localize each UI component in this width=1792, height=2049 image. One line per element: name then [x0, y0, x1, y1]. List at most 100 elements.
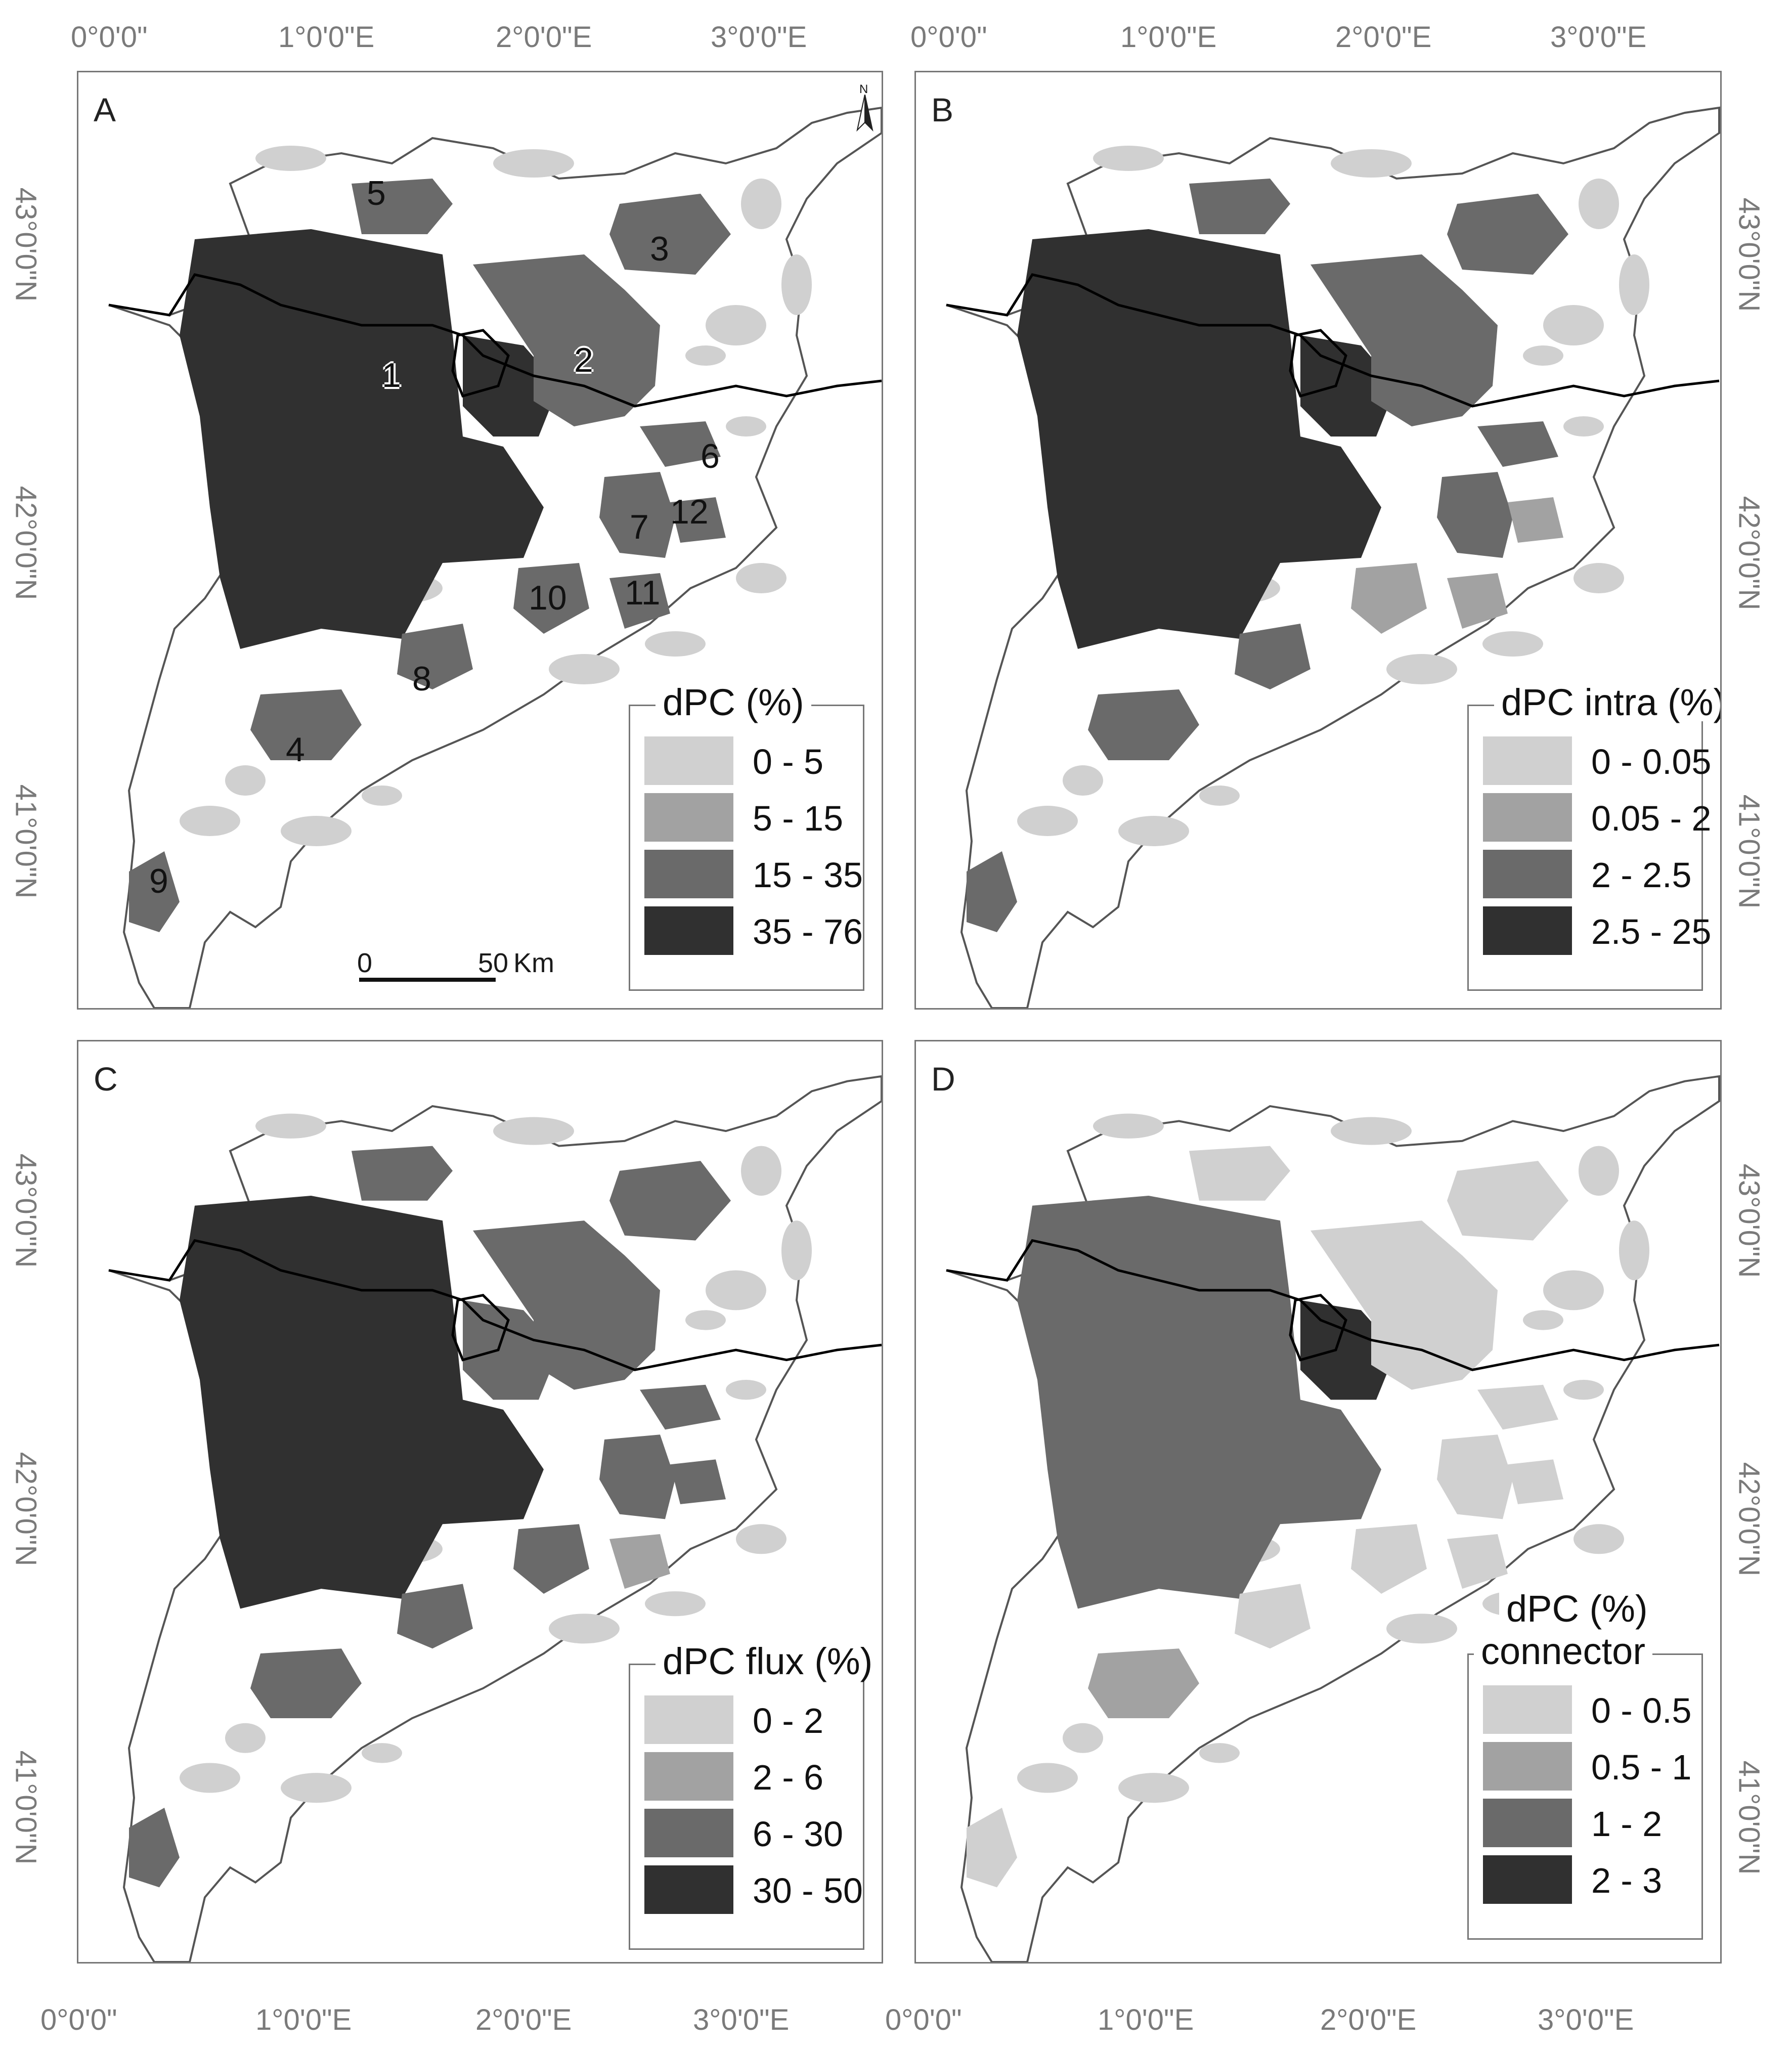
- legend-range-label: 1 - 2: [1591, 1804, 1663, 1844]
- habitat-fragment: [1523, 345, 1563, 366]
- x-tick-top-b1: 1°0'0"E: [1120, 21, 1217, 54]
- patch-number-10: 10: [529, 579, 567, 617]
- habitat-fragment: [1331, 1117, 1412, 1145]
- legend-range-label: 2 - 6: [753, 1757, 824, 1797]
- legend-range-label: 0.5 - 1: [1591, 1748, 1692, 1788]
- x-tick-bottom-d0: 0°0'0": [885, 2003, 962, 2036]
- x-tick-top-b3: 3°0'0"E: [1550, 21, 1647, 54]
- panel-label: B: [931, 91, 954, 128]
- habitat-fragment: [549, 654, 620, 684]
- habitat-patch-2: [473, 254, 660, 426]
- habitat-fragment: [1579, 179, 1619, 229]
- habitat-patch-8: [1235, 1584, 1310, 1649]
- y-tick-right-b0: 43°0'0"N: [1732, 197, 1766, 312]
- panel-label: A: [94, 91, 116, 128]
- district-outline: [451, 329, 510, 398]
- habitat-fragment: [726, 1379, 766, 1400]
- habitat-patch-4: [250, 689, 362, 760]
- habitat-fragment: [281, 816, 352, 846]
- legend-range-label: 0 - 5: [753, 742, 824, 781]
- habitat-patch-4: [1088, 689, 1199, 760]
- y-tick-right-d0: 43°0'0"N: [1732, 1163, 1766, 1278]
- legend-swatch: [1483, 1855, 1572, 1904]
- habitat-patch-10: [1351, 1524, 1427, 1594]
- political-border: [108, 1239, 882, 1371]
- habitat-patch-4: [250, 1648, 362, 1718]
- legend-range-label: 2 - 2.5: [1591, 855, 1692, 895]
- habitat-patch-2: [473, 1220, 660, 1390]
- habitat-patch-11: [1447, 573, 1508, 629]
- legend-swatch: [644, 850, 733, 898]
- habitat-patch-10: [513, 1524, 589, 1594]
- habitat-fragment: [645, 631, 706, 657]
- habitat-fragment: [685, 1310, 726, 1330]
- habitat-fragment: [736, 563, 786, 593]
- habitat-patch-5: [1189, 179, 1290, 234]
- habitat-fragment: [281, 1773, 352, 1803]
- habitat-fragment: [1093, 146, 1164, 171]
- x-tick-top-a1: 1°0'0"E: [278, 21, 375, 54]
- patch-number-5: 5: [367, 174, 386, 212]
- habitat-patch-2: [1310, 1220, 1498, 1390]
- habitat-fragment: [1563, 416, 1604, 437]
- habitat-fragment: [225, 765, 266, 796]
- habitat-patch-6: [640, 421, 721, 467]
- habitat-fragment: [1063, 1723, 1103, 1753]
- habitat-fragment: [1199, 786, 1240, 806]
- habitat-fragment: [225, 1723, 266, 1753]
- habitat-patch-5: [352, 179, 453, 234]
- legend-range-label: 5 - 15: [753, 799, 843, 838]
- habitat-fragment: [493, 149, 574, 178]
- y-tick-right-b2: 41°0'0"N: [1732, 794, 1766, 909]
- legend-range-label: 0 - 0.05: [1591, 742, 1712, 781]
- district-outline: [1289, 1294, 1347, 1362]
- map-canvas: [946, 106, 1720, 1008]
- panel-label: D: [931, 1060, 955, 1098]
- legend-title: dPC flux (%): [655, 1642, 880, 1680]
- habitat-patch-11: [609, 1534, 670, 1589]
- legend-box: dPC intra (%) 0 - 0.05 0.05 - 2 2 - 2.5 2.5 …: [1467, 684, 1720, 991]
- habitat-patch-9: [967, 1808, 1017, 1888]
- habitat-patch-0: [1017, 1195, 1381, 1609]
- x-tick-top-b0: 0°0'0": [910, 21, 987, 54]
- habitat-fragment: [549, 1614, 620, 1644]
- legend-swatch: [1483, 1685, 1572, 1734]
- legend-range-label: 35 - 76: [753, 912, 863, 951]
- scale-label-unit: Km: [513, 948, 554, 978]
- habitat-fragment: [1386, 654, 1457, 684]
- legend-range-label: 2.5 - 25: [1591, 912, 1712, 951]
- patch-number-11: 11: [625, 574, 661, 612]
- legend-box: dPC (%) 0 - 5 5 - 15 15 - 35 35 - 76: [629, 684, 864, 991]
- habitat-fragment: [1579, 1146, 1619, 1196]
- habitat-patch-9: [129, 851, 180, 932]
- district-outline: [451, 1294, 510, 1362]
- habitat-fragment: [736, 1524, 786, 1554]
- legend-swatch: [644, 1865, 733, 1914]
- patch-number-3: 3: [650, 230, 669, 268]
- habitat-fragment: [493, 1117, 574, 1145]
- habitat-patch-5: [1189, 1146, 1290, 1201]
- y-tick-left-a0: 43°0'0"N: [9, 187, 42, 302]
- habitat-patch-11: [1447, 1534, 1508, 1589]
- habitat-patch-10: [1351, 563, 1427, 634]
- habitat-fragment: [1523, 1310, 1563, 1330]
- habitat-fragment: [1017, 806, 1078, 836]
- habitat-fragment: [781, 254, 812, 315]
- y-tick-left-c2: 41°0'0"N: [9, 1750, 42, 1865]
- habitat-fragment: [741, 1146, 781, 1196]
- habitat-fragment: [255, 146, 326, 171]
- habitat-patch-9: [967, 851, 1017, 932]
- x-tick-bottom-d2: 2°0'0"E: [1320, 2003, 1417, 2036]
- legend-swatch: [644, 736, 733, 785]
- habitat-fragment: [1563, 1379, 1604, 1400]
- patch-number-8: 8: [412, 660, 431, 698]
- habitat-patch-3: [1447, 1161, 1568, 1241]
- legend-swatch: [644, 793, 733, 842]
- legend-range-label: 2 - 3: [1591, 1861, 1663, 1901]
- habitat-fragment: [1574, 1524, 1624, 1554]
- habitat-patch-0: [1017, 229, 1381, 649]
- legend-range-label: 0 - 0.5: [1591, 1691, 1692, 1731]
- habitat-fragment: [1093, 1113, 1164, 1139]
- patch-number-7: 7: [630, 508, 649, 546]
